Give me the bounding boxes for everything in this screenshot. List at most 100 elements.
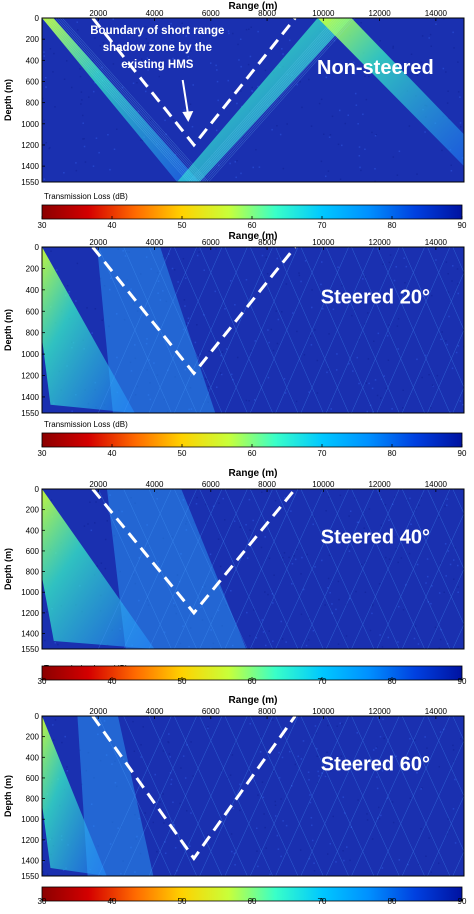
colorbar-tick-label: 50: [178, 677, 187, 686]
steered-beam: [42, 489, 155, 649]
colorbar-tick-label: 40: [108, 449, 117, 458]
colorbar-tick-label: 60: [248, 221, 257, 230]
colorbar-tick-label: 40: [108, 897, 117, 906]
y-tick-label: 800: [26, 568, 40, 577]
callout-arrow: [181, 79, 190, 117]
callout-arrowhead: [182, 111, 194, 122]
y-tick-label: 1000: [21, 120, 39, 129]
y-tick-label: 1400: [21, 393, 39, 402]
y-axis-label: Depth (m): [3, 79, 13, 121]
shadow-zone-boundary: [91, 247, 297, 376]
colorbar-tick-label: 90: [458, 221, 467, 230]
panel-steered-20: Range (m) 2000 4000 6000 8000 10000 12000 14000…: [0, 230, 474, 460]
y-tick-label: 0: [35, 14, 40, 23]
x-tick-label: 4000: [146, 707, 164, 716]
y-tick-label: 1000: [21, 815, 39, 824]
y-tick-label: 600: [26, 77, 40, 86]
steered-beam: [42, 247, 135, 413]
colorbar-tick-label: 40: [108, 677, 117, 686]
y-tick-label: 600: [26, 307, 40, 316]
y-tick-label: 800: [26, 99, 40, 108]
colorbar-tick-label: 60: [248, 449, 257, 458]
colorbar-tick-label: 80: [388, 897, 397, 906]
x-tick-label: 6000: [202, 9, 220, 18]
colorbar-tick-label: 30: [38, 677, 47, 686]
y-tick-label: 200: [26, 733, 40, 742]
shadow-zone-boundary: [91, 716, 297, 862]
plot-frame: [41, 488, 465, 650]
callout-text: existing HMS: [121, 59, 194, 71]
tl-plot-steered-60: Range (m)2000 4000 6000 8000 10000 12000 14000…: [3, 695, 467, 906]
x-tick-label: 6000: [202, 238, 220, 247]
reflection-zone: [77, 716, 154, 876]
colorbar-tick-label: 90: [458, 677, 467, 686]
colorbar-tick-label: 50: [178, 897, 187, 906]
beam-down: [42, 18, 200, 182]
multipath-lines: [98, 247, 464, 413]
x-tick-label: 12000: [368, 480, 391, 489]
colorbar-tick-label: 70: [318, 449, 327, 458]
speckle-texture: [42, 718, 462, 876]
colorbar-label: Transmission Loss (dB): [44, 420, 128, 429]
y-tick-label: 1550: [21, 409, 39, 418]
interference-lines: [42, 18, 356, 182]
y-tick-label: 1400: [21, 162, 39, 171]
x-tick-label: 6000: [202, 707, 220, 716]
x-tick-label: 2000: [89, 9, 107, 18]
x-tick-label: 2000: [89, 707, 107, 716]
x-tick-label: 10000: [312, 9, 335, 18]
beam-up: [177, 18, 352, 182]
y-tick-label: 600: [26, 547, 40, 556]
y-tick-label: 1200: [21, 372, 39, 381]
x-tick-label: 2000: [89, 480, 107, 489]
panel-non-steered: Range (m) 2000 4000 6000 8000 10000 12000 14000…: [0, 0, 474, 230]
x-tick-label: 4000: [146, 480, 164, 489]
x-tick-label: 12000: [368, 707, 391, 716]
y-tick-label: 1000: [21, 588, 39, 597]
colorbar-tick-label: 90: [458, 449, 467, 458]
y-tick-label: 1200: [21, 141, 39, 150]
plot-background: [42, 716, 464, 876]
x-tick-label: 4000: [146, 9, 164, 18]
colorbar-tick-label: 30: [38, 449, 47, 458]
x-tick-label: 8000: [258, 238, 276, 247]
x-tick-label: 14000: [425, 238, 448, 247]
x-tick-label: 10000: [312, 707, 335, 716]
y-tick-label: 1000: [21, 350, 39, 359]
panel-annotation: Non-steered: [317, 57, 434, 79]
y-axis-label: Depth (m): [3, 548, 13, 590]
colorbar-tick-label: 80: [388, 221, 397, 230]
y-tick-label: 800: [26, 795, 40, 804]
colorbar-tick-label: 90: [458, 897, 467, 906]
colorbar-tick-label: 70: [318, 897, 327, 906]
y-tick-label: 1200: [21, 836, 39, 845]
x-tick-label: 2000: [89, 238, 107, 247]
tl-plot-non-steered: Range (m)2000 4000 6000 8000 10000 12000 14000…: [3, 1, 467, 230]
x-axis-label: Range (m): [229, 695, 278, 706]
y-tick-label: 1200: [21, 609, 39, 618]
x-tick-label: 14000: [425, 707, 448, 716]
x-tick-label: 10000: [312, 238, 335, 247]
y-axis-label: Depth (m): [3, 775, 13, 817]
x-tick-label: 14000: [425, 480, 448, 489]
y-tick-label: 200: [26, 35, 40, 44]
beam-down-2: [317, 18, 464, 167]
steered-beam: [42, 716, 107, 876]
callout-text: shadow zone by the: [103, 42, 212, 54]
y-axis-label: Depth (m): [3, 309, 13, 351]
panel-annotation: Steered 20°: [321, 286, 430, 308]
colorbar-tick-label: 50: [178, 221, 187, 230]
colorbar-tick-label: 30: [38, 221, 47, 230]
y-tick-label: 1550: [21, 872, 39, 881]
plot-frame: [41, 17, 465, 183]
x-tick-label: 12000: [368, 9, 391, 18]
x-tick-label: 14000: [425, 9, 448, 18]
colorbar-tick-label: 80: [388, 677, 397, 686]
y-tick-label: 200: [26, 264, 40, 273]
reflection-zone: [97, 247, 216, 413]
x-tick-label: 8000: [258, 9, 276, 18]
y-tick-label: 400: [26, 286, 40, 295]
x-axis-label: Range (m): [229, 231, 278, 242]
colorbar-tick-label: 30: [38, 897, 47, 906]
y-tick-label: 400: [26, 753, 40, 762]
